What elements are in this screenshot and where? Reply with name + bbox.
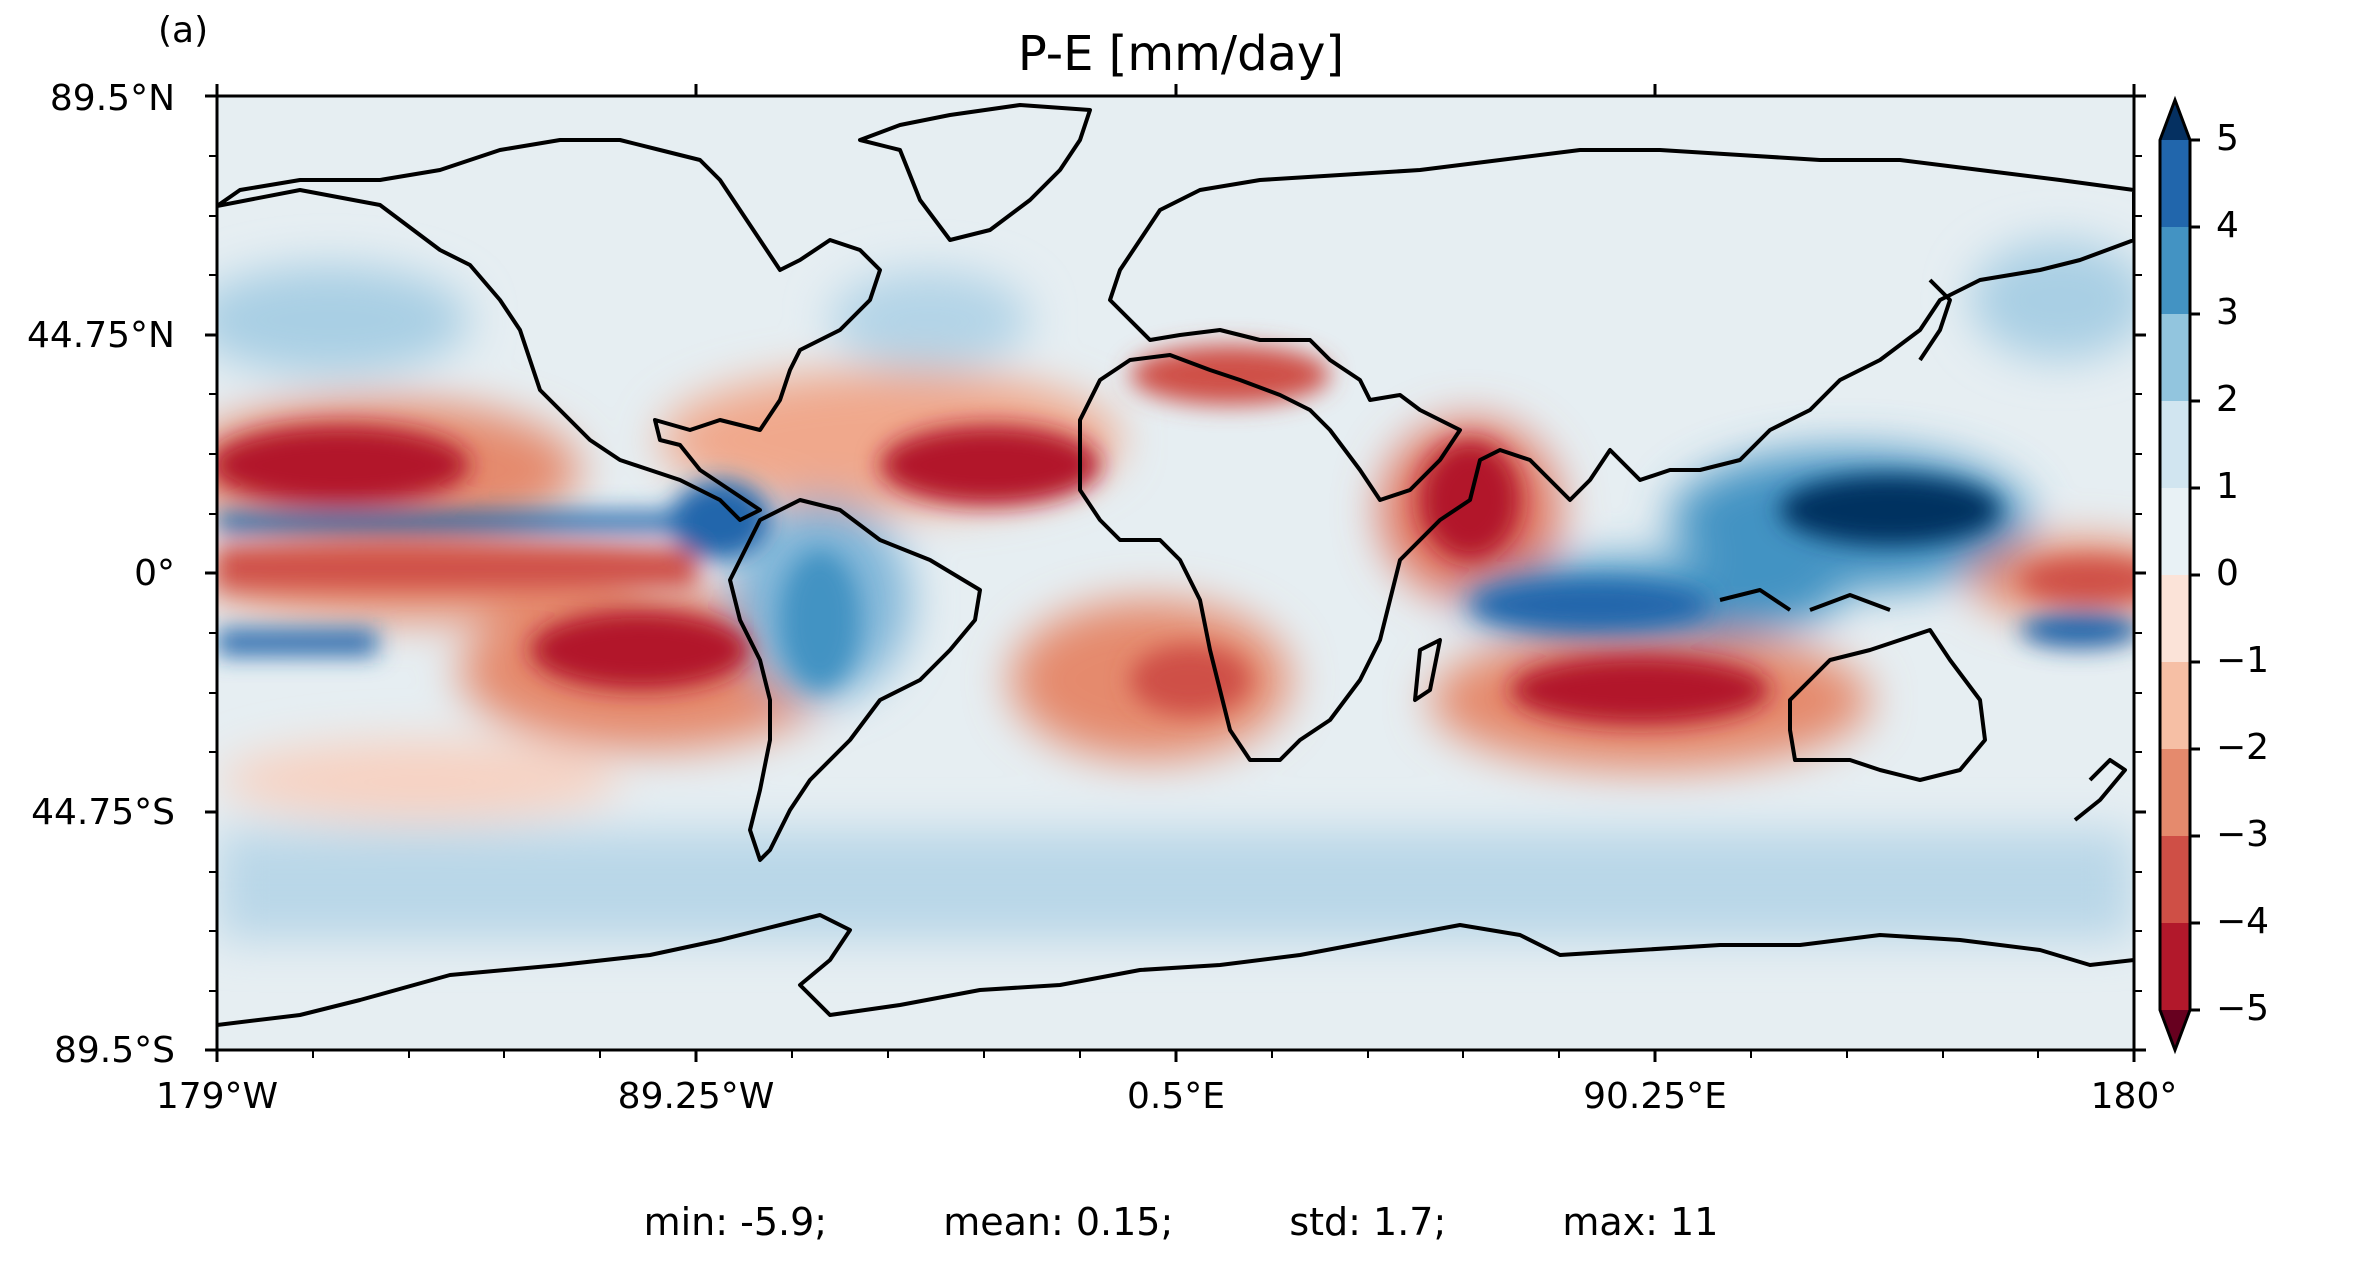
stat-min: min: -5.9; <box>643 1200 828 1244</box>
colorbar-tick-label: −3 <box>2216 814 2270 855</box>
colorbar-band <box>2160 662 2190 750</box>
y-tick-label: 89.5°N <box>49 78 175 119</box>
colorbar-band <box>2160 575 2190 663</box>
colorbar-tick-label: 0 <box>2216 553 2239 594</box>
x-tick-label: 180° <box>2090 1076 2178 1117</box>
colorbar-tick-label: −4 <box>2216 901 2270 942</box>
y-tick-label: 0° <box>134 553 175 594</box>
colorbar-tick-label: −5 <box>2216 988 2270 1029</box>
y-tick-label: 89.5°S <box>53 1030 175 1071</box>
coastlines <box>217 103 2134 1027</box>
stats-line: min: -5.9; mean: 0.15; std: 1.7; max: 11 <box>0 1200 2362 1244</box>
colorbar-band <box>2160 227 2190 315</box>
x-tick-label: 90.25°E <box>1583 1076 1727 1117</box>
stat-max: max: 11 <box>1562 1200 1719 1244</box>
pe-field <box>217 96 2134 1050</box>
colorbar-tick-label: 1 <box>2216 466 2239 507</box>
colorbar-tick-label: 4 <box>2216 205 2239 246</box>
colorbar-band <box>2160 923 2190 1011</box>
x-tick-label: 0.5°E <box>1127 1076 1225 1117</box>
colorbar-band <box>2160 140 2190 228</box>
colorbar-tick-label: −2 <box>2216 727 2270 768</box>
stat-std: std: 1.7; <box>1289 1200 1447 1244</box>
colorbar-band <box>2160 749 2190 837</box>
colorbar-extend-max <box>2160 100 2190 140</box>
colorbar-band <box>2160 836 2190 924</box>
colorbar-band <box>2160 401 2190 489</box>
x-tick-label: 179°W <box>155 1076 279 1117</box>
panel-label: (a) <box>158 10 209 51</box>
map-title: P-E [mm/day] <box>1017 26 1345 82</box>
colorbar <box>2158 95 2192 1055</box>
colorbar-extend-min <box>2160 1010 2190 1050</box>
stat-mean: mean: 0.15; <box>943 1200 1174 1244</box>
x-tick-label: 89.25°W <box>617 1076 775 1117</box>
colorbar-band <box>2160 488 2190 576</box>
y-tick-label: 44.75°S <box>31 792 175 833</box>
colorbar-tick-label: 5 <box>2216 118 2239 159</box>
y-tick-label: 44.75°N <box>27 315 175 356</box>
axis-ticks <box>205 84 2146 1062</box>
colorbar-tick-label: 3 <box>2216 292 2239 333</box>
colorbar-tick-label: −1 <box>2216 640 2270 681</box>
colorbar-tick-label: 2 <box>2216 379 2239 420</box>
colorbar-band <box>2160 314 2190 402</box>
